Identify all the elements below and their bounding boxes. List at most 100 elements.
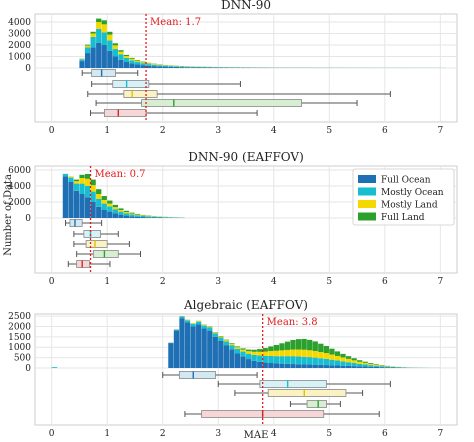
hist-bar-full-ocean xyxy=(340,365,346,368)
boxplot-mostly-ocean xyxy=(73,230,119,238)
hist-bar-mostly-land xyxy=(201,324,207,326)
hist-bar-mostly-ocean xyxy=(101,203,107,210)
hist-bar-mostly-ocean xyxy=(173,66,180,68)
hist-bar-mostly-land xyxy=(129,58,135,61)
panel-title: DNN-90 (EAFFOV) xyxy=(188,150,304,164)
hist-bar-mostly-ocean xyxy=(268,355,274,364)
hist-bar-mostly-land xyxy=(68,177,74,178)
hist-bar-full-ocean xyxy=(368,366,374,368)
x-tick-label: 4 xyxy=(271,126,277,136)
hist-bar-mostly-land xyxy=(157,64,163,66)
hist-bar-mostly-land xyxy=(312,350,318,358)
hist-bar-mostly-ocean xyxy=(134,62,141,65)
hist-bar-mostly-land xyxy=(123,212,130,214)
hist-bar-full-ocean xyxy=(257,361,263,368)
hist-bar-full-ocean xyxy=(62,176,69,218)
hist-bar-mostly-ocean xyxy=(229,345,235,350)
hist-bar-full-ocean xyxy=(307,364,313,368)
hist-bar-full-land xyxy=(246,349,252,352)
panel-title: Algebraic (EAFFOV) xyxy=(183,298,308,312)
hist-bar-mostly-ocean xyxy=(101,32,107,46)
hist-bar-full-ocean xyxy=(107,211,113,218)
hist-bar-full-ocean xyxy=(240,356,246,368)
hist-bar-full-ocean xyxy=(134,64,141,68)
hist-bar-full-ocean xyxy=(118,214,124,218)
hist-bar-full-ocean xyxy=(151,217,157,218)
hist-bar-mostly-land xyxy=(140,62,146,64)
hist-bar-full-ocean xyxy=(129,216,135,218)
hist-bar-full-ocean xyxy=(168,66,174,68)
hist-bar-mostly-land xyxy=(251,351,257,355)
hist-bar-mostly-land xyxy=(101,24,107,33)
hist-bar-full-land xyxy=(101,196,107,200)
hist-bar-mostly-land xyxy=(351,360,357,364)
hist-bar-mostly-ocean xyxy=(90,36,96,48)
hist-bar-full-ocean xyxy=(234,353,241,368)
hist-bar-full-ocean xyxy=(334,365,341,368)
hist-bar-full-ocean xyxy=(173,330,180,368)
hist-bar-full-ocean xyxy=(96,42,102,68)
hist-bar-mostly-ocean xyxy=(96,198,102,207)
x-tick-label: 2 xyxy=(160,429,166,439)
hist-bar-full-ocean xyxy=(184,322,191,368)
hist-bar-mostly-land xyxy=(101,200,107,204)
hist-bar-full-land xyxy=(118,208,124,210)
hist-bar-full-ocean xyxy=(357,366,363,368)
hist-bar-full-ocean xyxy=(173,67,180,68)
hist-bar-full-ocean xyxy=(84,197,91,218)
hist-bar-full-land xyxy=(90,179,96,186)
x-tick-label: 0 xyxy=(49,277,55,287)
hist-bar-full-ocean xyxy=(201,67,207,68)
hist-bar-full-land xyxy=(295,339,302,350)
hist-bar-mostly-land xyxy=(307,350,313,358)
hist-bar-mostly-land xyxy=(234,347,241,349)
hist-bar-full-ocean xyxy=(379,367,385,368)
legend-entry: Mostly Land xyxy=(381,201,438,211)
hist-bar-mostly-ocean xyxy=(351,363,357,367)
hist-bar-full-land xyxy=(351,358,357,361)
hist-bar-full-land xyxy=(257,349,263,352)
hist-bar-full-ocean xyxy=(312,364,318,368)
hist-bar-full-land xyxy=(134,213,141,215)
hist-bar-mostly-ocean xyxy=(112,209,118,214)
hist-bar-full-ocean xyxy=(295,364,302,368)
hist-bar-full-ocean xyxy=(68,182,74,218)
hist-bar-mostly-ocean xyxy=(112,49,118,57)
hist-bar-mostly-ocean xyxy=(140,63,146,66)
boxplot-box xyxy=(85,240,108,248)
boxplot-box xyxy=(267,389,347,397)
hist-bar-full-ocean xyxy=(262,362,268,368)
hist-bar-full-ocean xyxy=(201,328,207,368)
hist-bar-mostly-land xyxy=(134,60,141,63)
hist-bar-mostly-land xyxy=(240,349,246,352)
hist-bar-full-ocean xyxy=(146,217,152,218)
hist-bar-mostly-land xyxy=(323,353,329,359)
hist-bar-mostly-land xyxy=(301,349,307,357)
hist-bar-full-land xyxy=(357,360,363,362)
x-tick-label: 1 xyxy=(104,277,110,287)
hist-bar-mostly-ocean xyxy=(246,353,252,360)
y-tick-label: 3000 xyxy=(8,30,31,40)
hist-bar-mostly-ocean xyxy=(179,316,185,319)
hist-bar-full-land xyxy=(107,31,113,35)
hist-bar-mostly-ocean xyxy=(257,355,263,362)
y-axis-label: Number of Data xyxy=(3,174,14,256)
hist-bar-mostly-ocean xyxy=(251,354,257,361)
panel-title: DNN-90 xyxy=(221,0,271,12)
hist-bar-mostly-ocean xyxy=(151,64,157,67)
hist-bar-mostly-land xyxy=(79,178,85,184)
hist-bar-full-ocean xyxy=(329,365,335,368)
hist-bar-full-ocean xyxy=(190,67,196,68)
x-tick-label: 4 xyxy=(271,277,277,287)
hist-bar-mostly-land xyxy=(151,64,157,65)
hist-bar-mostly-land xyxy=(379,365,385,367)
boxplot-box xyxy=(91,69,116,77)
hist-bar-full-ocean xyxy=(168,343,174,368)
x-tick-label: 3 xyxy=(215,126,221,136)
hist-bar-full-land xyxy=(329,348,335,355)
hist-bar-full-land xyxy=(240,348,246,350)
boxplot-mostly-ocean xyxy=(217,380,391,388)
hist-bar-full-land xyxy=(112,204,118,208)
hist-bar-mostly-land xyxy=(107,34,113,41)
